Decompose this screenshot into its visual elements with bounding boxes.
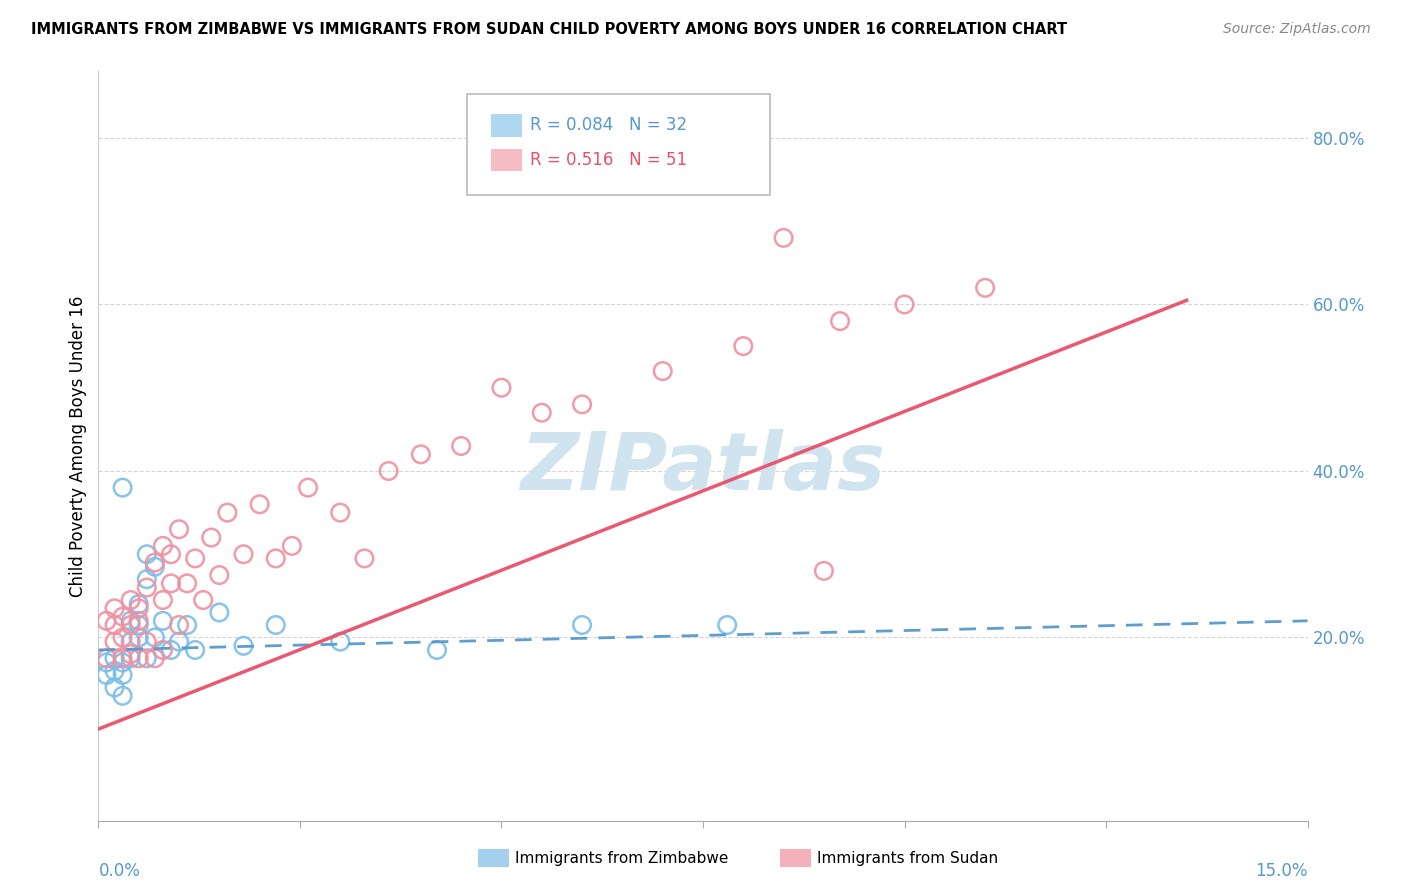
Point	[232, 547, 254, 561]
Point	[103, 618, 125, 632]
Point	[184, 643, 207, 657]
Point	[111, 689, 134, 703]
Point	[208, 606, 231, 620]
Point	[96, 614, 118, 628]
FancyBboxPatch shape	[492, 149, 522, 171]
Point	[491, 381, 513, 395]
Point	[103, 664, 125, 678]
Text: IMMIGRANTS FROM ZIMBABWE VS IMMIGRANTS FROM SUDAN CHILD POVERTY AMONG BOYS UNDER: IMMIGRANTS FROM ZIMBABWE VS IMMIGRANTS F…	[31, 22, 1067, 37]
Point	[143, 651, 166, 665]
Point	[152, 593, 174, 607]
Point	[96, 656, 118, 670]
Point	[103, 634, 125, 648]
Point	[111, 651, 134, 665]
FancyBboxPatch shape	[467, 94, 769, 195]
Point	[571, 618, 593, 632]
Point	[103, 681, 125, 695]
Point	[264, 551, 287, 566]
Text: 15.0%: 15.0%	[1256, 862, 1308, 880]
Point	[152, 614, 174, 628]
Point	[208, 568, 231, 582]
Point	[813, 564, 835, 578]
Text: ZIPatlas: ZIPatlas	[520, 429, 886, 508]
Point	[200, 531, 222, 545]
Point	[135, 651, 157, 665]
Point	[772, 231, 794, 245]
Point	[128, 614, 150, 628]
Point	[96, 651, 118, 665]
Point	[128, 631, 150, 645]
Point	[128, 597, 150, 611]
Bar	[780, 849, 811, 867]
Point	[167, 522, 190, 536]
Point	[143, 556, 166, 570]
Point	[264, 618, 287, 632]
Point	[152, 539, 174, 553]
Point	[353, 551, 375, 566]
Point	[111, 631, 134, 645]
Point	[160, 547, 183, 561]
Point	[120, 614, 142, 628]
Point	[135, 572, 157, 586]
Text: Source: ZipAtlas.com: Source: ZipAtlas.com	[1223, 22, 1371, 37]
Point	[167, 618, 190, 632]
Text: Immigrants from Sudan: Immigrants from Sudan	[817, 851, 998, 865]
Point	[733, 339, 755, 353]
Point	[103, 651, 125, 665]
Point	[143, 631, 166, 645]
Point	[120, 634, 142, 648]
Point	[176, 576, 198, 591]
Point	[716, 618, 738, 632]
Point	[249, 497, 271, 511]
Point	[974, 281, 997, 295]
Point	[135, 581, 157, 595]
Point	[232, 639, 254, 653]
Point	[329, 506, 352, 520]
Point	[120, 651, 142, 665]
Point	[281, 539, 304, 553]
Point	[651, 364, 673, 378]
Point	[184, 551, 207, 566]
Point	[120, 647, 142, 661]
Bar	[478, 849, 509, 867]
Point	[167, 634, 190, 648]
Point	[111, 656, 134, 670]
Point	[828, 314, 851, 328]
Point	[409, 447, 432, 461]
Point	[297, 481, 319, 495]
Point	[893, 297, 915, 311]
Y-axis label: Child Poverty Among Boys Under 16: Child Poverty Among Boys Under 16	[69, 295, 87, 597]
Point	[120, 593, 142, 607]
Point	[217, 506, 239, 520]
Text: R = 0.516   N = 51: R = 0.516 N = 51	[530, 151, 688, 169]
Point	[143, 559, 166, 574]
Point	[128, 618, 150, 632]
Point	[103, 601, 125, 615]
Point	[571, 397, 593, 411]
Point	[135, 547, 157, 561]
FancyBboxPatch shape	[492, 114, 522, 136]
Point	[426, 643, 449, 657]
Point	[111, 609, 134, 624]
Point	[530, 406, 553, 420]
Point	[120, 618, 142, 632]
Point	[377, 464, 399, 478]
Point	[450, 439, 472, 453]
Point	[96, 668, 118, 682]
Text: 0.0%: 0.0%	[98, 862, 141, 880]
Point	[111, 668, 134, 682]
Text: Immigrants from Zimbabwe: Immigrants from Zimbabwe	[515, 851, 728, 865]
Point	[160, 643, 183, 657]
Point	[152, 643, 174, 657]
Point	[111, 481, 134, 495]
Point	[128, 651, 150, 665]
Point	[193, 593, 215, 607]
Point	[176, 618, 198, 632]
Point	[160, 576, 183, 591]
Point	[329, 634, 352, 648]
Text: R = 0.084   N = 32: R = 0.084 N = 32	[530, 116, 688, 135]
Point	[128, 601, 150, 615]
Point	[135, 634, 157, 648]
